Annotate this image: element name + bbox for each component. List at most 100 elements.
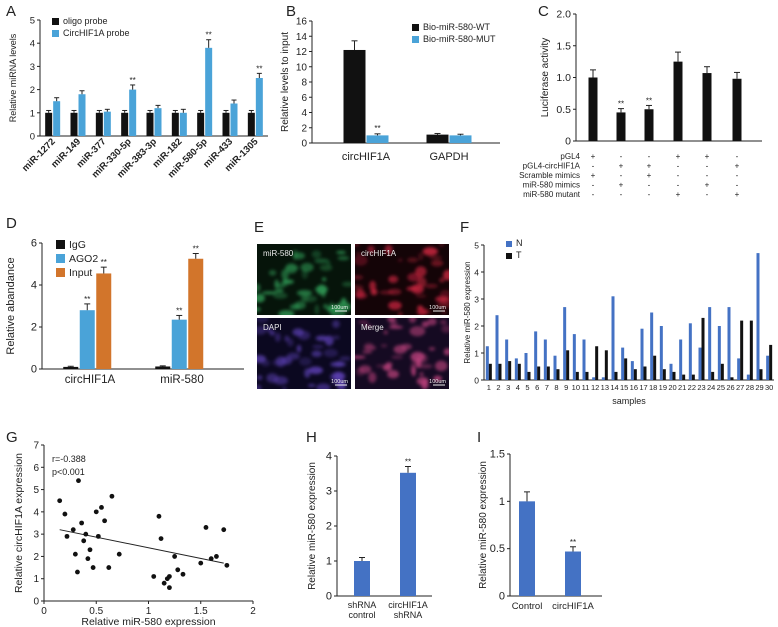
condition-mark: - xyxy=(706,171,709,180)
x-tick-label: shRNA xyxy=(394,610,423,620)
condition-label: miR-580 mutant xyxy=(523,190,581,199)
scatter-point xyxy=(99,505,104,510)
bar xyxy=(769,344,773,380)
x-tick-label: 0 xyxy=(41,606,47,617)
cell-blob xyxy=(282,386,287,389)
cell-blob xyxy=(355,254,368,266)
y-tick-label: 1 xyxy=(326,556,332,568)
x-tick-label: 0.5 xyxy=(89,606,103,617)
bar xyxy=(653,355,657,380)
bar xyxy=(572,334,576,380)
cell-blob xyxy=(355,244,360,247)
bar xyxy=(565,551,581,596)
bar xyxy=(171,112,179,136)
x-tick-label: 16 xyxy=(630,383,638,392)
cell-blob xyxy=(439,289,449,300)
micrograph-cells xyxy=(355,244,449,315)
scatter-point xyxy=(70,527,76,533)
cell-blob xyxy=(266,373,279,383)
cell-blob xyxy=(272,359,283,366)
cell-blob xyxy=(409,326,426,337)
condition-mark: + xyxy=(735,162,740,171)
y-tick-label: 7 xyxy=(33,441,39,452)
y-tick-label: 2 xyxy=(31,322,37,334)
scatter-point xyxy=(198,560,204,566)
bar xyxy=(45,112,53,136)
scatter-point xyxy=(93,509,99,515)
cell-blob xyxy=(257,375,263,381)
x-tick-label: 20 xyxy=(668,383,676,392)
cell-blob xyxy=(387,369,399,379)
y-tick-label: 1 xyxy=(474,349,479,359)
cell-blob xyxy=(278,309,295,315)
cell-blob xyxy=(439,320,447,325)
cell-blob xyxy=(424,283,438,289)
cell-blob xyxy=(362,350,373,354)
condition-mark: - xyxy=(620,190,623,199)
bar xyxy=(63,366,79,369)
significance-mark: ** xyxy=(646,96,652,105)
cell-blob xyxy=(416,307,428,315)
y-tick-label: 0 xyxy=(33,597,39,608)
significance-mark: ** xyxy=(570,538,576,547)
bar xyxy=(563,307,567,380)
bar xyxy=(400,472,416,596)
cell-blob xyxy=(388,301,402,310)
significance-mark: ** xyxy=(256,64,262,73)
cell-blob xyxy=(415,294,427,298)
cell-blob xyxy=(257,318,269,324)
bar xyxy=(179,112,187,136)
bar xyxy=(604,350,608,380)
scale-bar-label: 100um xyxy=(331,379,348,385)
x-tick-label: circHIF1A xyxy=(552,601,594,612)
y-axis-label: Relative miR-580 expression xyxy=(463,261,472,363)
cell-blob xyxy=(314,304,319,315)
condition-mark: + xyxy=(676,152,681,161)
scatter-point xyxy=(203,525,209,530)
cell-blob xyxy=(358,320,369,325)
condition-mark: + xyxy=(705,181,710,190)
cell-blob xyxy=(329,374,335,380)
x-tick-label: 14 xyxy=(610,383,618,392)
x-tick-label: 18 xyxy=(649,383,657,392)
cell-blob xyxy=(427,318,437,326)
condition-mark: + xyxy=(591,152,596,161)
micrograph-cells xyxy=(355,318,449,389)
micrograph-2: circHIF1A 100um xyxy=(355,244,449,315)
bar xyxy=(70,112,78,136)
condition-mark: + xyxy=(705,152,710,161)
scatter-point xyxy=(109,493,115,499)
cell-blob xyxy=(274,289,284,293)
bar xyxy=(732,78,742,141)
x-tick-label: 2 xyxy=(250,606,256,617)
bar xyxy=(582,339,586,380)
condition-mark: - xyxy=(736,171,739,180)
condition-mark: + xyxy=(676,190,681,199)
scatter-point xyxy=(62,511,68,517)
bar xyxy=(708,307,712,380)
cell-blob xyxy=(383,330,388,335)
panel-d-chart: D 0 2 4 6 Relative abandance ** ** circHIF1A ** **… xyxy=(5,215,244,386)
x-tick-label: miR-580 xyxy=(160,374,203,386)
cell-blob xyxy=(339,356,351,361)
cell-blob xyxy=(316,383,331,389)
x-tick-label: 8 xyxy=(554,383,558,392)
cell-blob xyxy=(419,372,424,377)
y-axis-label: Luciferase activity xyxy=(540,38,551,117)
y-tick-label: 6 xyxy=(33,463,39,474)
condition-label: Scramble mimics xyxy=(519,171,580,180)
panel-e-microscopy: EmiR-580100umcircHIF1A100umDAPI100umMerg… xyxy=(254,219,449,389)
y-tick-label: 5 xyxy=(474,241,479,251)
y-axis-label: Relative abandance xyxy=(5,257,17,354)
y-tick-label: 3 xyxy=(33,530,39,541)
cell-blob xyxy=(435,303,449,309)
condition-mark: - xyxy=(706,162,709,171)
y-tick-label: 2.0 xyxy=(556,9,571,21)
cell-blob xyxy=(257,325,267,335)
y-axis-label: Relative miR-580 expression xyxy=(307,462,318,590)
legend-swatch xyxy=(412,24,419,31)
cell-blob xyxy=(261,291,277,295)
bar xyxy=(624,358,628,380)
cell-blob xyxy=(311,350,322,358)
cell-blob xyxy=(364,342,374,348)
